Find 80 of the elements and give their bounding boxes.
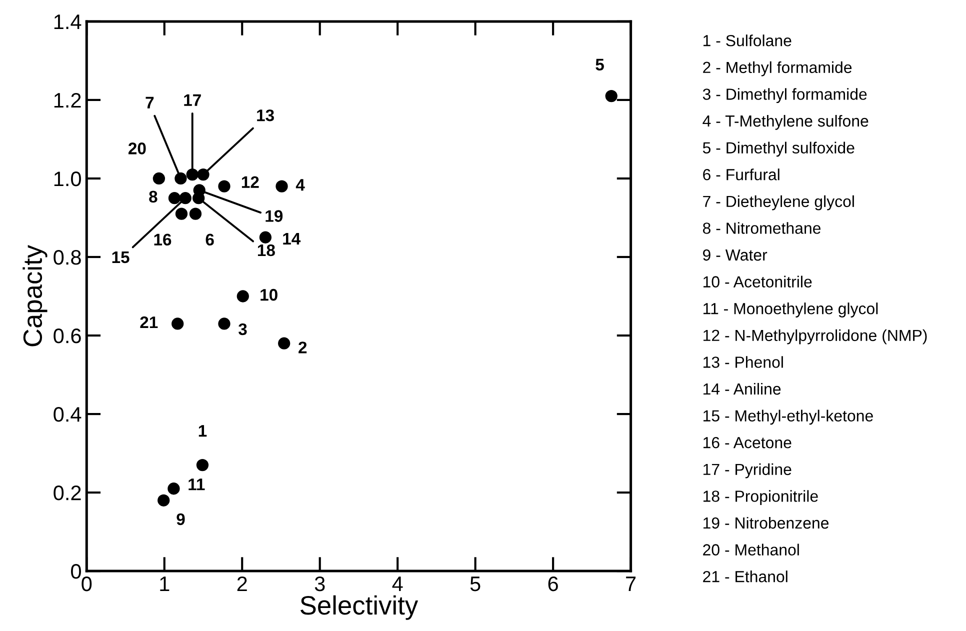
annotation: 4 [296,179,305,191]
point [278,337,290,350]
text: 6 - Furfural [703,168,780,180]
point [193,184,206,196]
annotation: 1 [198,425,207,437]
annotation: 12 [242,176,259,188]
text: 1 - Sulfolane [704,34,792,46]
y-tick-label: 0.2 [54,486,81,500]
text: 10 - Acetonitrile [704,276,812,288]
y-tick-label: 1.0 [54,171,81,186]
annotation: 17 [184,94,201,106]
text: 3 - Dimethyl formamide [702,88,867,104]
text: 11 - Monoethylene glycol [704,302,878,318]
text: 18 - Propionitrile [704,490,818,506]
point [168,192,181,204]
x-tick-label: 6 [548,576,558,592]
annotation: 8 [149,190,158,203]
text: 9 - Water [703,249,768,261]
annotation: 10 [260,288,278,301]
point [605,90,618,102]
annotation: 15 [112,252,130,264]
point [259,231,272,244]
annotation: 21 [140,316,158,328]
text: 8 - Nitromethane [702,222,821,234]
x-tick-label: 7 [626,576,636,592]
x-tick-label: 0 [82,576,92,592]
point [197,168,210,181]
text: 17 - Pyridine [704,463,792,478]
text: 4 - T-Methylene sulfone [702,114,868,130]
point [158,494,170,506]
y-axis-title: Capacity [22,244,48,346]
text: 19 - Nitrobenzene [704,516,829,529]
x-tick-label: 5 [470,576,480,592]
text: 12 - N-Methylpyrrolidone (NMP) [704,329,927,344]
point [218,180,230,192]
text: 21 - Ethanol [703,570,788,582]
text: 20 - Methanol [703,544,799,556]
point [168,482,180,495]
annotation: 2 [298,342,307,354]
y-tick-label: 0.8 [54,250,81,265]
text: 15 - Methyl-ethyl-ketone [704,410,873,425]
text: 14 - Aniline [704,382,781,395]
annotation: 18 [258,244,275,256]
point [172,318,184,330]
annotation: 19 [266,210,283,222]
text: 2 - Methyl formamide [703,61,852,76]
text: 13 - Phenol [704,356,783,368]
x-tick-label: 1 [160,576,170,592]
x-tick-label: 3 [314,576,325,592]
point [152,172,166,185]
text: 7 - Dietheylene glycol [703,195,854,210]
point [189,208,202,220]
annotation: 7 [146,96,154,108]
text: 16 - Acetone [704,436,792,448]
y-tick-label: 0.6 [54,328,81,344]
x-tick-label: 4 [392,576,403,592]
annotation: 20 [128,142,146,154]
annotation: 11 [188,478,205,490]
point [186,168,198,181]
y-tick-label: 1.2 [54,92,81,108]
annotation: 5 [596,58,604,71]
point [179,192,192,204]
annotation: 3 [238,323,247,336]
point [236,290,249,302]
point [175,208,188,220]
annotation: 16 [154,234,172,246]
y-tick-label: 0.4 [54,407,82,422]
point [196,458,209,472]
annotation: 14 [283,232,301,244]
x-axis-title: Selectivity [300,595,418,620]
point [218,318,230,330]
point [174,172,187,185]
annotation: 13 [257,109,274,122]
point [276,180,288,192]
annotation: 9 [176,513,185,526]
y-tick-label: 1.4 [54,14,82,30]
x-tick-label: 2 [237,576,247,592]
text: 5 - Dimethyl sulfoxide [702,142,854,157]
y-tick-label: 0 [71,564,81,579]
annotation: 6 [206,234,214,246]
